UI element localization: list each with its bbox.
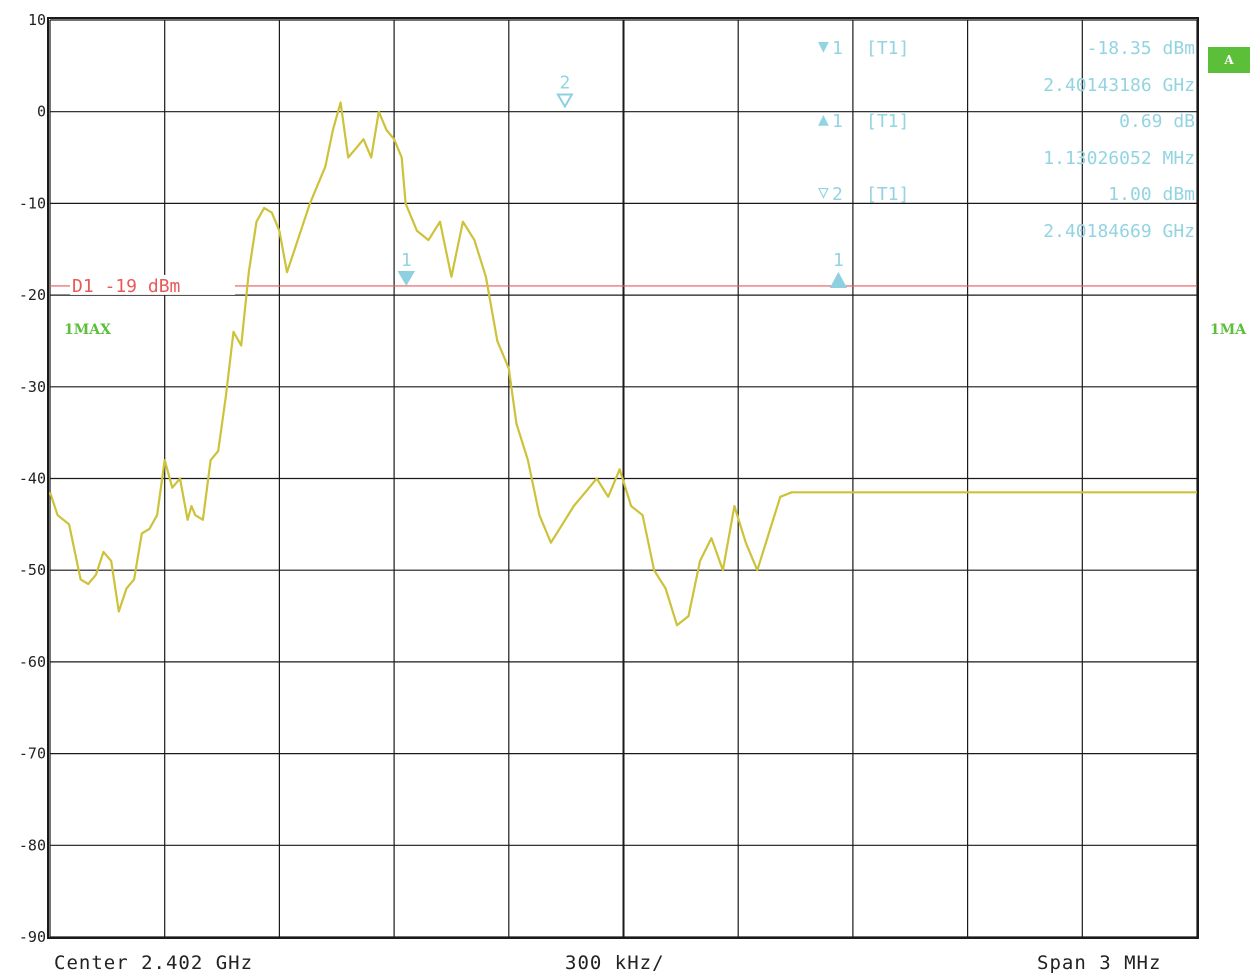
marker-table-symbol: ▽ [818, 182, 829, 203]
display-line-label: D1 -19 dBm [72, 276, 180, 297]
marker-2-label: 2 [559, 73, 570, 94]
trace-mode-badge: A [1208, 47, 1250, 73]
marker-table-frequency: 2.40184669 GHz [1043, 221, 1195, 242]
marker-2-symbol [556, 93, 574, 109]
y-tick-label: -60 [19, 653, 46, 671]
y-tick-label: 10 [28, 11, 46, 29]
y-axis-ticks: 10 0 -10 -20 -30 -40 -50 -60 -70 -80 -90 [19, 11, 46, 946]
plot-frame [47, 17, 1199, 939]
y-tick-label: -40 [19, 470, 46, 488]
marker-table-frequency: 2.40143186 GHz [1043, 75, 1195, 96]
y-tick-label: -10 [19, 194, 46, 212]
marker-1-symbol [397, 270, 416, 286]
trace-label-left: 1MAX [64, 322, 111, 338]
y-tick-label: -70 [19, 745, 46, 763]
marker-table-tag: [T1] [866, 184, 909, 205]
marker-table-value: -18.35 dBm [1087, 38, 1195, 59]
marker-1-symbol [829, 271, 848, 288]
footer-center-frequency: Center 2.402 GHz [54, 952, 254, 974]
y-tick-label: -20 [19, 286, 46, 304]
marker-table-symbol: ▼ [818, 36, 829, 57]
display-line: D1 -19 dBm [50, 274, 1197, 297]
markers: 1 2 1 [397, 73, 848, 288]
footer-division: 300 kHz/ [565, 952, 665, 974]
marker-1-label: 1 [401, 250, 412, 271]
marker-table-id: 1 [832, 111, 843, 132]
trace-label-right: 1MA [1210, 322, 1247, 338]
marker-table-tag: [T1] [866, 111, 909, 132]
marker-table-frequency: 1.13026052 MHz [1043, 148, 1195, 169]
marker-table-id: 1 [832, 38, 843, 59]
y-tick-label: -50 [19, 561, 46, 579]
y-tick-label: -80 [19, 836, 46, 854]
y-tick-label: 0 [37, 103, 46, 121]
display-line-label-bg [70, 274, 235, 295]
y-tick-label: -30 [19, 378, 46, 396]
y-tick-label: -90 [19, 928, 46, 946]
marker-table-symbol: ▲ [818, 109, 829, 130]
marker-table-id: 2 [832, 184, 843, 205]
trace-1-max-hold [48, 101, 1197, 627]
marker-table-tag: [T1] [866, 38, 909, 59]
marker-table-value: 1.00 dBm [1108, 184, 1195, 205]
footer-span: Span 3 MHz [1037, 952, 1162, 974]
marker-1-label: 1 [833, 250, 844, 271]
marker-table-value: 0.69 dB [1119, 111, 1195, 132]
